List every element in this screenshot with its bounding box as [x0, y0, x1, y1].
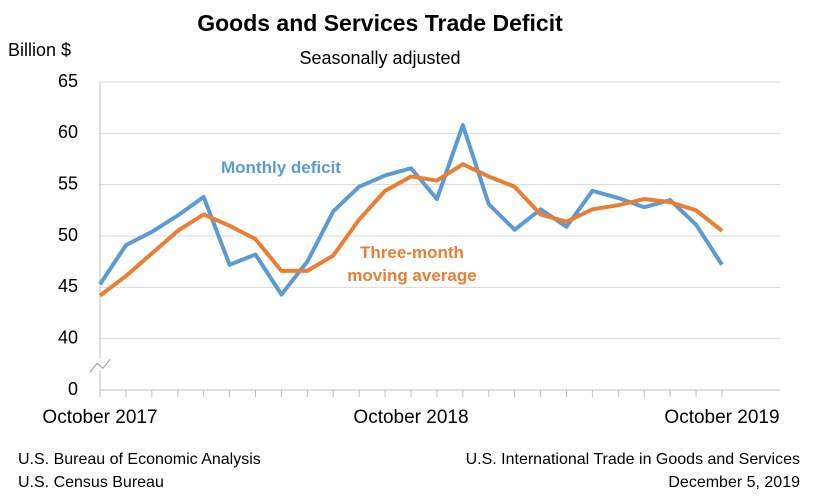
y-tick-label: 65 — [58, 71, 78, 91]
chart-title: Goods and Services Trade Deficit — [197, 10, 563, 36]
y-tick-label: 40 — [58, 327, 78, 347]
legend-label: Monthly deficit — [221, 158, 341, 177]
y-axis-label: Billion $ — [8, 40, 71, 60]
source: U.S. Bureau of Economic Analysis — [18, 451, 261, 468]
release: December 5, 2019 — [668, 474, 800, 491]
x-tick-label: October 2019 — [664, 407, 779, 428]
release: U.S. International Trade in Goods and Se… — [466, 451, 800, 468]
x-tick-label: October 2018 — [353, 407, 468, 428]
axis-break — [89, 359, 111, 373]
chart-subtitle: Seasonally adjusted — [299, 48, 460, 68]
legend-label: Three-month moving average — [347, 243, 477, 285]
series-line — [98, 123, 724, 297]
x-tick-label: October 2017 — [42, 407, 157, 428]
y-tick-label: 55 — [58, 173, 78, 193]
source: U.S. Census Bureau — [18, 474, 164, 491]
y-tick-label: 60 — [58, 122, 78, 142]
y-tick-label: 50 — [58, 225, 78, 245]
series-line — [98, 162, 724, 298]
y-tick-label: 45 — [58, 276, 78, 296]
y-tick-label: 0 — [68, 379, 78, 399]
